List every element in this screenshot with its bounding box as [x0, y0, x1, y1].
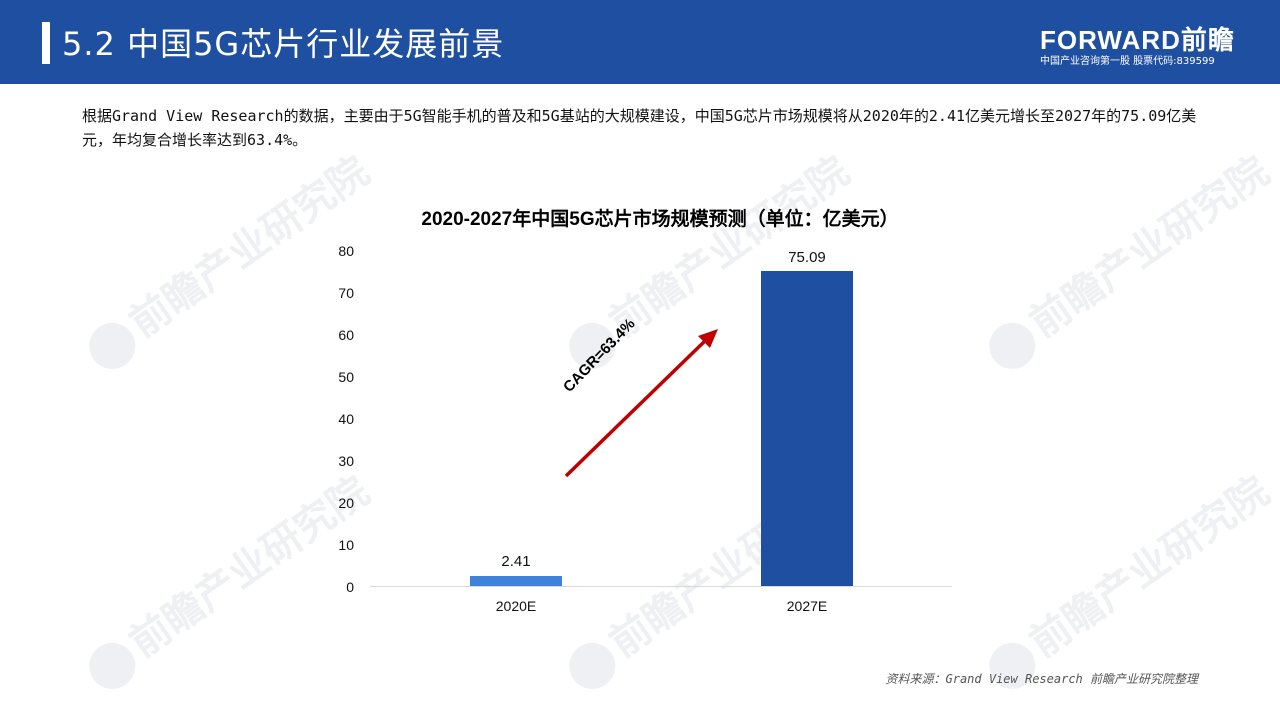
forward-logo: FORWARD前瞻 中国产业咨询第一股 股票代码:839599	[1040, 26, 1235, 69]
logo-tagline: 中国产业咨询第一股 股票代码:839599	[1040, 56, 1215, 67]
cagr-arrow-icon	[564, 329, 718, 478]
watermark-logo-icon	[80, 633, 145, 698]
y-tick: 20	[338, 495, 354, 511]
header-bar: 5.2 中国5G芯片行业发展前景 FORWARD前瞻 中国产业咨询第一股 股票代…	[0, 0, 1280, 84]
bar-chart: 80 70 60 50 40 30 20 10 0 2.41 2020E 75.…	[320, 240, 980, 630]
watermark-logo-icon	[980, 633, 1045, 698]
watermark: 前瞻产业研究院	[973, 460, 1278, 698]
watermark-logo-icon	[80, 313, 145, 378]
y-tick: 50	[338, 369, 354, 385]
bar-value-label: 75.09	[788, 249, 826, 266]
chart-title: 2020-2027年中国5G芯片市场规模预测（单位：亿美元）	[421, 209, 899, 230]
page-title: 5.2 中国5G芯片行业发展前景	[62, 25, 505, 63]
logo-brand: FORWARD前瞻	[1040, 25, 1235, 55]
watermark: 前瞻产业研究院	[973, 140, 1278, 378]
x-axis-line	[370, 586, 952, 587]
x-tick-label: 2020E	[495, 598, 537, 614]
y-tick: 70	[338, 285, 354, 301]
title-accent-bar	[42, 22, 50, 64]
bar-value-label: 2.41	[501, 553, 531, 570]
watermark-logo-icon	[560, 633, 625, 698]
y-tick: 10	[338, 537, 354, 553]
bar-2020E	[470, 576, 562, 586]
watermark-logo-icon	[980, 313, 1045, 378]
bar-2027E	[761, 271, 853, 586]
source-note: 资料来源：Grand View Research 前瞻产业研究院整理	[885, 672, 1199, 686]
intro-paragraph: 根据Grand View Research的数据，主要由于5G智能手机的普及和5…	[82, 107, 1197, 149]
y-tick: 60	[338, 327, 354, 343]
x-tick-label: 2027E	[786, 598, 828, 614]
y-tick: 0	[346, 579, 354, 595]
y-tick: 80	[338, 243, 354, 259]
y-tick: 40	[338, 411, 354, 427]
y-tick: 30	[338, 453, 354, 469]
